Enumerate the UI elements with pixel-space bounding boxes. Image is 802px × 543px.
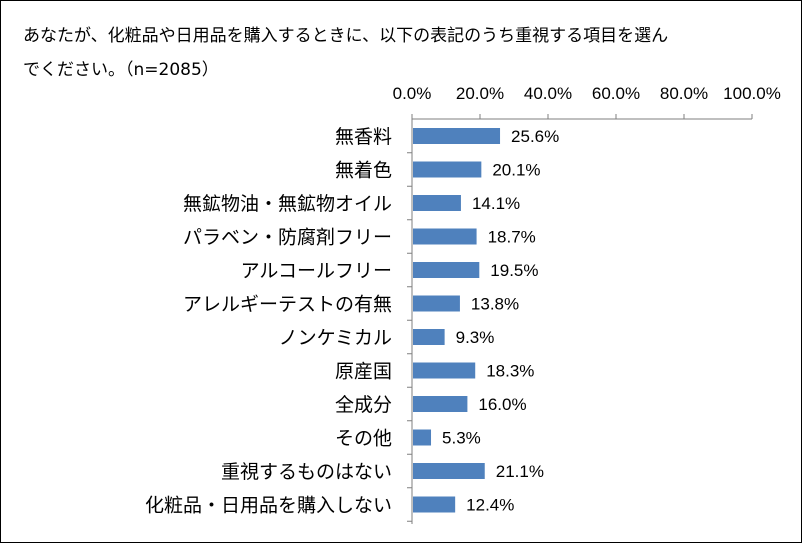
value-label: 20.1% [492,161,540,180]
value-label: 5.3% [442,429,481,448]
category-label: ノンケミカル [279,327,392,349]
bar [413,295,460,312]
value-label: 18.7% [488,228,536,247]
bar [413,195,461,211]
value-label: 25.6% [511,127,559,146]
bar [413,463,485,479]
category-label: 無香料 [335,126,392,148]
x-tick-label: 40.0% [524,84,572,103]
bar [413,161,482,178]
bar [413,429,432,446]
value-label: 21.1% [496,462,544,481]
category-label: パラベン・防腐剤フリー [183,227,392,249]
value-label: 14.1% [472,194,520,213]
category-label: 全成分 [335,394,392,416]
bar [413,262,480,278]
question-line-2: でください。（n=2085） [23,60,219,80]
x-tick-label: 0.0% [393,84,432,103]
x-tick-label: 80.0% [660,84,708,103]
value-label: 16.0% [478,395,526,414]
category-label: 化粧品・日用品を購入しない [145,495,392,517]
x-tick-label: 60.0% [592,84,640,103]
bar [413,329,445,345]
category-label: 無着色 [335,160,392,182]
category-label: その他 [335,428,392,450]
category-label: 原産国 [335,361,392,383]
survey-question: あなたが、化粧品や日用品を購入するときに、以下の表記のうち重視する項目を選ん でく… [23,19,723,87]
value-label: 9.3% [456,328,495,347]
x-tick-label: 100.0% [723,84,781,103]
x-tick-label: 20.0% [456,84,504,103]
bar [413,362,476,379]
question-line-1: あなたが、化粧品や日用品を購入するときに、以下の表記のうち重視する項目を選ん [23,26,669,46]
category-label: アレルギーテストの有無 [183,294,392,316]
bar [413,128,501,144]
value-label: 12.4% [466,496,514,515]
bar [413,496,456,513]
category-label: アルコールフリー [241,260,392,282]
category-label: 重視するものはない [221,461,392,483]
value-label: 13.8% [471,295,519,314]
value-label: 18.3% [486,362,534,381]
category-label: 無鉱物油・無鉱物オイル [183,193,392,215]
bar [413,228,477,245]
bar [413,396,468,412]
value-label: 19.5% [490,261,538,280]
